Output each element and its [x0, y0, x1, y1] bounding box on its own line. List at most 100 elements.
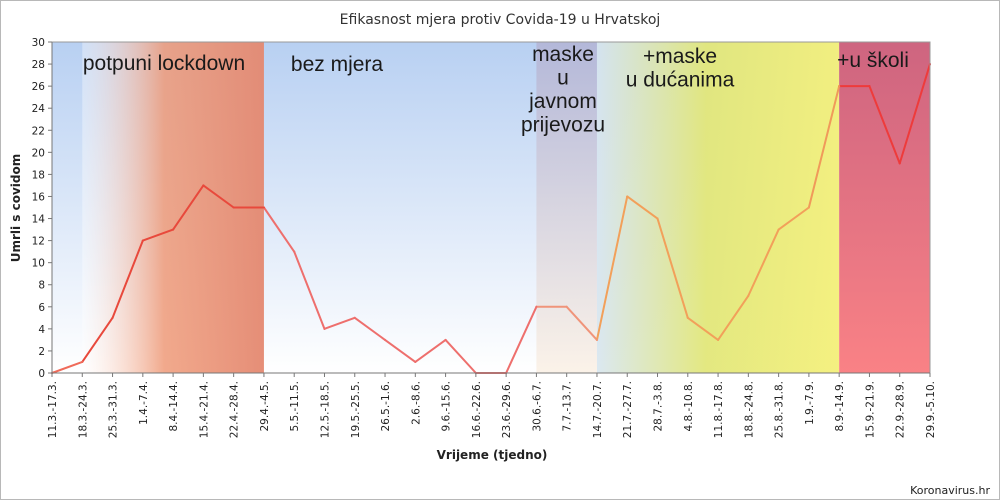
y-tick-label: 30: [32, 37, 45, 49]
zone-label-line: prijevozu: [521, 114, 605, 137]
line-segment: [202, 184, 235, 209]
y-tick-label: 28: [32, 59, 45, 71]
data-point: [595, 338, 598, 341]
x-tick-label: 18.8.-24.8.: [743, 381, 755, 438]
y-tick-label: 10: [32, 258, 45, 270]
data-point: [777, 228, 780, 231]
zone-label-line: potpuni lockdown: [83, 52, 245, 75]
y-tick-label: 0: [38, 368, 45, 380]
x-tick-label: 15.9.-21.9.: [864, 381, 876, 438]
data-point: [293, 250, 296, 253]
x-tick-label: 28.7.-3.8.: [653, 381, 665, 432]
line-segment: [626, 195, 659, 220]
x-tick-label: 8.4.-14.4.: [168, 381, 180, 432]
x-tick-label: 12.5.-18.5.: [319, 381, 331, 438]
data-point: [262, 206, 265, 209]
y-axis-label: Umrli s covidom: [9, 154, 23, 263]
line-segment: [656, 217, 689, 319]
y-tick-label: 14: [32, 214, 46, 226]
data-point: [384, 338, 387, 341]
y-tick-label: 12: [32, 236, 45, 248]
x-tick-label: 21.7.-27.7.: [622, 381, 634, 438]
line-segment: [384, 338, 417, 363]
x-tick-label: 8.9.-14.9.: [834, 381, 846, 432]
line-segment: [81, 316, 114, 363]
x-tick-label: 1.9.-7.9.: [804, 381, 816, 425]
data-point: [807, 206, 810, 209]
x-axis: 11.3.-17.3. 18.3.-24.3. 25.3.-31.3. 1.4.-7.…: [47, 372, 937, 438]
x-tick-label: 9.6.-15.6.: [441, 381, 453, 432]
line-segment: [262, 206, 296, 253]
zone-1: [263, 42, 537, 373]
line-segment: [51, 360, 84, 374]
zone-labels: potpuni lockdown bez mjera maske u javnom pri…: [83, 43, 909, 137]
x-tick-label: 11.8.-17.8.: [713, 381, 725, 438]
data-point: [141, 239, 144, 242]
line-segment: [868, 85, 901, 165]
line-segment: [414, 338, 447, 363]
line-segment: [505, 305, 538, 374]
y-tick-label: 4: [38, 324, 45, 336]
line-segment: [565, 305, 598, 341]
x-tick-label: 29.4.-4.5.: [259, 381, 271, 432]
x-tick-label: 15.4.-21.4.: [198, 381, 210, 438]
y-tick-label: 2: [38, 346, 45, 358]
y-tick-label: 22: [32, 125, 45, 137]
zone-label-line: bez mjera: [291, 53, 384, 76]
y-tick-label: 18: [32, 169, 45, 181]
zone-label-line: javnom: [528, 90, 597, 113]
zone-label-line: +maske: [643, 45, 717, 68]
zone-label-3: +maske u dućanima: [626, 45, 735, 92]
zone-label-2: maske u javnom prijevozu: [521, 43, 605, 137]
series-layer: [51, 63, 931, 374]
zone-2: [536, 42, 597, 373]
data-point: [868, 85, 871, 88]
data-point: [686, 316, 689, 319]
line-segment: [747, 228, 780, 297]
data-point: [656, 217, 659, 220]
data-point: [323, 327, 326, 330]
data-point: [81, 360, 84, 363]
line-segment: [141, 228, 175, 242]
line-segment: [172, 184, 205, 231]
y-tick-label: 24: [32, 103, 46, 115]
x-tick-label: 5.5.-11.5.: [289, 381, 301, 432]
line-segment: [898, 63, 931, 165]
line-segment: [111, 239, 144, 319]
line-segment: [293, 250, 326, 330]
zone-label-line: maske: [532, 43, 594, 66]
zone-4: [839, 42, 930, 373]
x-tick-label: 7.7.-13.7.: [562, 381, 574, 432]
data-point: [111, 316, 114, 319]
measure-zones: [82, 42, 930, 373]
data-point: [444, 338, 447, 341]
x-tick-label: 1.4.-7.4.: [138, 381, 150, 425]
line-segment: [807, 85, 841, 209]
x-tick-label: 25.8.-31.8.: [774, 381, 786, 438]
y-tick-label: 8: [38, 280, 45, 292]
x-tick-label: 25.3.-31.3.: [108, 381, 120, 438]
x-tick-label: 22.4.-28.4.: [229, 381, 241, 438]
x-tick-label: 19.5.-25.5.: [350, 381, 362, 438]
x-tick-label: 18.3.-24.3.: [77, 381, 89, 438]
y-tick-label: 20: [32, 147, 45, 159]
source-label: Koronavirus.hr: [910, 484, 990, 497]
zone-label-line: u: [557, 67, 569, 90]
x-tick-label: 30.6.-6.7.: [531, 381, 543, 432]
zone-label-0: potpuni lockdown: [83, 52, 245, 75]
chart-title: Efikasnost mjera protiv Covida-19 u Hrva…: [340, 12, 661, 28]
data-point: [747, 294, 750, 297]
line-segment: [717, 294, 750, 341]
y-tick-label: 16: [32, 191, 46, 203]
line-segment: [686, 316, 720, 341]
line-segment: [444, 338, 477, 374]
x-tick-label: 11.3.-17.3.: [47, 381, 59, 438]
data-point: [232, 206, 235, 209]
data-point: [414, 360, 417, 363]
data-point: [172, 228, 175, 231]
data-point: [535, 305, 538, 308]
x-tick-label: 22.9.-28.9.: [895, 381, 907, 438]
zone-label-line: u dućanima: [626, 69, 735, 92]
